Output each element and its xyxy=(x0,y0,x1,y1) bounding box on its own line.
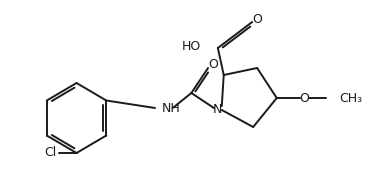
Text: O: O xyxy=(252,12,262,26)
Text: O: O xyxy=(299,91,309,105)
Text: NH: NH xyxy=(162,102,181,114)
Text: Cl: Cl xyxy=(44,147,56,159)
Text: N: N xyxy=(213,102,222,116)
Text: HO: HO xyxy=(182,39,201,53)
Text: CH₃: CH₃ xyxy=(339,91,363,105)
Text: O: O xyxy=(208,57,218,71)
